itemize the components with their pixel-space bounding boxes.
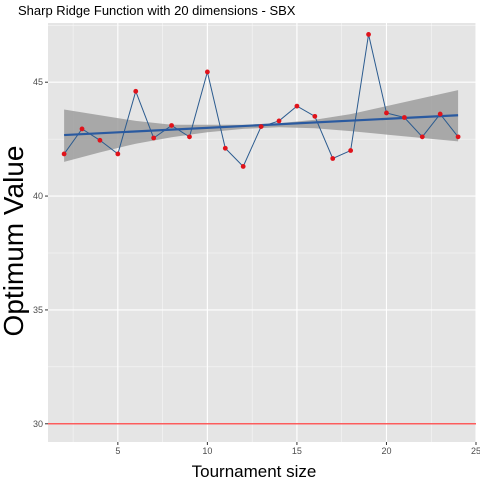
data-point <box>312 113 318 119</box>
x-tick-label: 5 <box>115 446 120 456</box>
data-point <box>187 134 192 140</box>
x-tick-label: 20 <box>381 446 391 456</box>
y-tick-label: 40 <box>33 191 43 201</box>
data-point <box>437 111 443 117</box>
data-point <box>222 145 228 151</box>
data-point <box>258 124 264 130</box>
points <box>61 31 461 169</box>
data-point <box>97 137 103 143</box>
y-tick-label: 45 <box>33 77 43 87</box>
plot-panel <box>48 23 476 442</box>
data-point <box>169 123 174 128</box>
data-point <box>276 118 282 124</box>
y-axis-label: Optimum Value <box>0 146 29 337</box>
grid-major <box>48 23 477 442</box>
data-point <box>366 31 371 37</box>
chart-title: Sharp Ridge Function with 20 dimensions … <box>18 3 296 18</box>
data-point <box>330 156 336 161</box>
data-point <box>133 88 139 94</box>
y-tick-label: 30 <box>33 419 43 429</box>
x-tick-label: 15 <box>292 446 302 456</box>
data-point <box>401 115 407 120</box>
data-point <box>384 110 389 116</box>
x-axis-label: Tournament size <box>192 462 317 480</box>
data-point <box>294 103 300 109</box>
y-tick-label: 35 <box>33 305 43 315</box>
grid-minor <box>48 23 476 442</box>
x-tick-label: 25 <box>471 446 480 456</box>
data-point <box>115 151 121 157</box>
data-point <box>348 148 354 153</box>
data-point <box>204 69 210 75</box>
data-point <box>61 151 67 157</box>
data-point <box>79 126 85 132</box>
data-point <box>419 134 425 140</box>
data-point <box>455 134 461 140</box>
axes: 5 10 15 20 25 30 35 40 45 <box>33 77 480 456</box>
x-tick-label: 10 <box>202 446 212 456</box>
data-point <box>151 135 157 141</box>
data-point <box>240 164 246 169</box>
